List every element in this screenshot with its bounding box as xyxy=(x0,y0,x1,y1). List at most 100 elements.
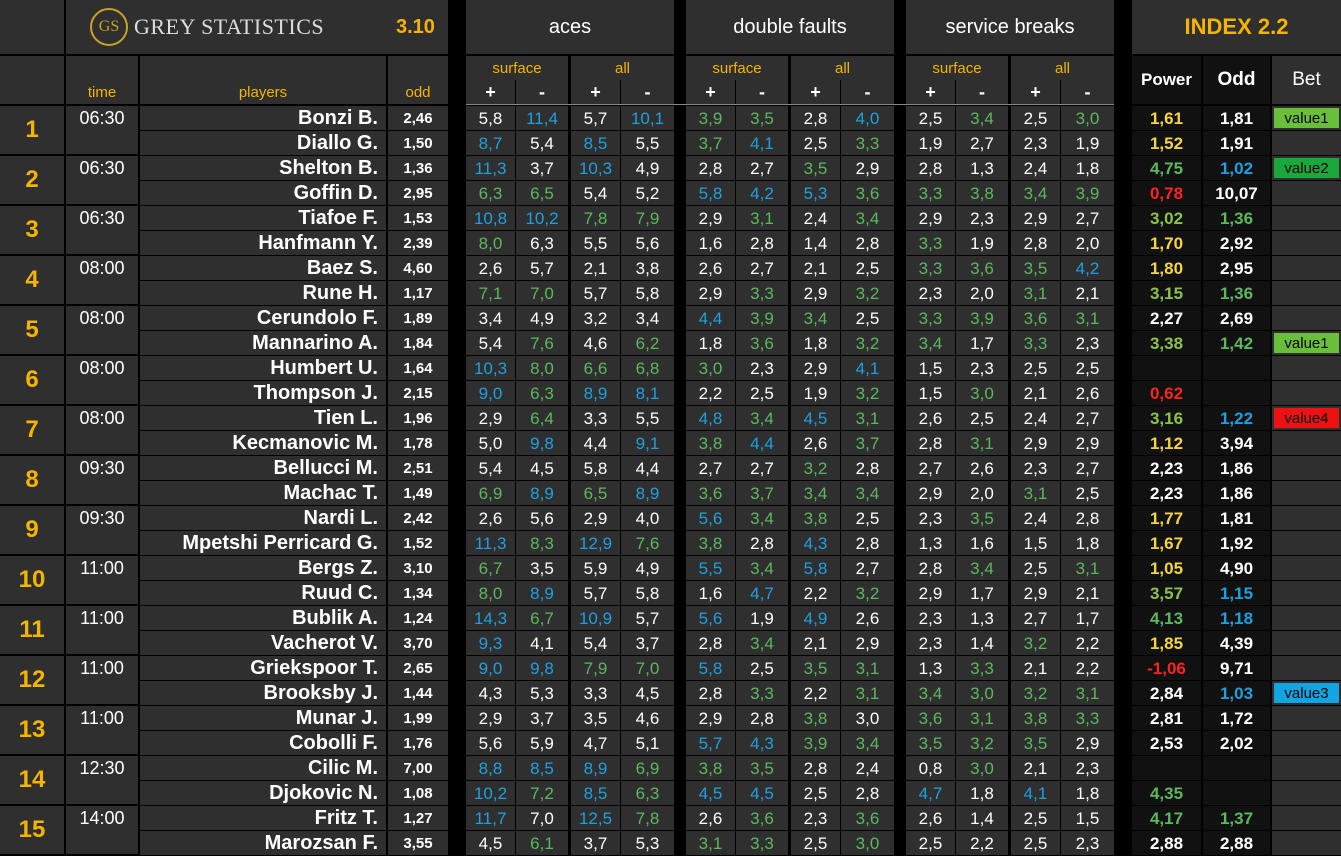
bet-badge: value3 xyxy=(1274,683,1339,703)
num-subheader xyxy=(0,56,64,104)
stat-value: 3,1 xyxy=(736,206,788,230)
stat-value: 5,5 xyxy=(571,231,620,255)
player-odd: 1,76 xyxy=(388,731,448,755)
index-odd-value: 1,91 xyxy=(1203,131,1270,155)
stat-value: 4,1 xyxy=(841,356,894,380)
player-odd: 1,96 xyxy=(388,406,448,430)
power-value: 0,62 xyxy=(1132,381,1201,405)
aces-all-subheader: all xyxy=(571,56,674,80)
stat-value: 2,6 xyxy=(1061,381,1114,405)
stat-value: 2,8 xyxy=(906,156,955,180)
stat-value: 3,4 xyxy=(841,206,894,230)
stat-value: 2,8 xyxy=(841,456,894,480)
stat-value: 2,2 xyxy=(791,681,840,705)
time-subheader: time xyxy=(66,80,138,104)
stat-value: 3,3 xyxy=(906,256,955,280)
stat-value: 3,1 xyxy=(1061,306,1114,330)
stat-value: 3,4 xyxy=(736,406,788,430)
stat-value: 2,8 xyxy=(736,706,788,730)
index-odd-value: 4,90 xyxy=(1203,556,1270,580)
stat-value: 3,5 xyxy=(571,706,620,730)
stat-value: 3,7 xyxy=(736,481,788,505)
stat-value: 3,2 xyxy=(791,456,840,480)
aces-header: aces xyxy=(466,0,674,54)
stat-value: 5,6 xyxy=(466,731,515,755)
stat-value: 2,6 xyxy=(906,806,955,830)
index-odd-value: 9,71 xyxy=(1203,656,1270,680)
stat-value: 8,0 xyxy=(516,356,568,380)
stat-value: 2,7 xyxy=(736,156,788,180)
stat-value: 5,3 xyxy=(621,831,674,855)
stat-value: 8,5 xyxy=(571,131,620,155)
bet-cell xyxy=(1272,531,1341,555)
stat-value: 2,9 xyxy=(686,206,735,230)
players-subheader-pad xyxy=(140,56,386,80)
stat-value: 5,9 xyxy=(516,731,568,755)
row-number: 9 xyxy=(0,506,64,554)
player-odd: 1,34 xyxy=(388,581,448,605)
stat-value: 2,2 xyxy=(1061,656,1114,680)
index-odd-value: 3,94 xyxy=(1203,431,1270,455)
stat-value: 4,9 xyxy=(621,156,674,180)
power-value: 1,77 xyxy=(1132,506,1201,530)
stat-value: 4,7 xyxy=(571,731,620,755)
stat-value: 10,1 xyxy=(621,106,674,130)
stat-value: 4,4 xyxy=(571,431,620,455)
stat-value: 3,5 xyxy=(736,106,788,130)
stat-value: 1,8 xyxy=(1061,781,1114,805)
index-odd-value: 1,37 xyxy=(1203,806,1270,830)
stat-value: 4,7 xyxy=(906,781,955,805)
stat-value: 2,3 xyxy=(906,506,955,530)
brand-name: GREY STATISTICS xyxy=(134,14,325,39)
stat-value: 2,5 xyxy=(841,306,894,330)
stat-value: 4,1 xyxy=(1011,781,1060,805)
stat-value: 3,5 xyxy=(1011,731,1060,755)
stat-value: 8,9 xyxy=(516,481,568,505)
stat-value: 2,8 xyxy=(906,556,955,580)
stat-value: 5,8 xyxy=(686,656,735,680)
stat-value: 2,9 xyxy=(1011,206,1060,230)
stat-value: 1,7 xyxy=(956,331,1008,355)
stat-value: 9,3 xyxy=(466,631,515,655)
stat-value: 1,4 xyxy=(791,231,840,255)
stat-value: 5,7 xyxy=(571,281,620,305)
stat-value: 5,4 xyxy=(466,456,515,480)
stat-value: 3,5 xyxy=(906,731,955,755)
stat-value: 3,8 xyxy=(1011,706,1060,730)
index-odd-value xyxy=(1203,781,1270,805)
player-name: Fritz T. xyxy=(140,806,386,830)
service-breaks-header: service breaks xyxy=(906,0,1114,54)
double-faults-minus-subheader: - xyxy=(841,80,894,104)
index-odd-value: 2,02 xyxy=(1203,731,1270,755)
stat-value: 5,4 xyxy=(466,331,515,355)
power-value: 1,67 xyxy=(1132,531,1201,555)
stat-value: 2,3 xyxy=(1011,131,1060,155)
stat-value: 3,0 xyxy=(1061,106,1114,130)
aces-surface-subheader: surface xyxy=(466,56,568,80)
stat-value: 2,4 xyxy=(841,756,894,780)
stat-value: 9,0 xyxy=(466,656,515,680)
bet-subheader: Bet xyxy=(1272,56,1341,104)
stat-value: 2,7 xyxy=(1061,406,1114,430)
player-odd: 2,65 xyxy=(388,656,448,680)
stat-value: 7,0 xyxy=(516,281,568,305)
power-value: 2,23 xyxy=(1132,456,1201,480)
index-odd-value xyxy=(1203,356,1270,380)
stat-value: 1,9 xyxy=(906,131,955,155)
stat-value: 6,7 xyxy=(516,606,568,630)
stat-value: 2,6 xyxy=(906,406,955,430)
stat-value: 3,7 xyxy=(621,631,674,655)
index-header: INDEX 2.2 xyxy=(1132,0,1341,54)
stat-value: 3,1 xyxy=(841,406,894,430)
stat-value: 3,1 xyxy=(1061,556,1114,580)
player-odd: 1,17 xyxy=(388,281,448,305)
stat-value: 3,4 xyxy=(466,306,515,330)
stat-value: 2,9 xyxy=(686,281,735,305)
player-name: Bergs Z. xyxy=(140,556,386,580)
player-name: Tien L. xyxy=(140,406,386,430)
match-time: 08:00 xyxy=(66,256,138,304)
stat-value: 4,9 xyxy=(621,556,674,580)
player-odd: 1,89 xyxy=(388,306,448,330)
stat-value: 2,9 xyxy=(841,631,894,655)
stat-value: 5,2 xyxy=(621,181,674,205)
